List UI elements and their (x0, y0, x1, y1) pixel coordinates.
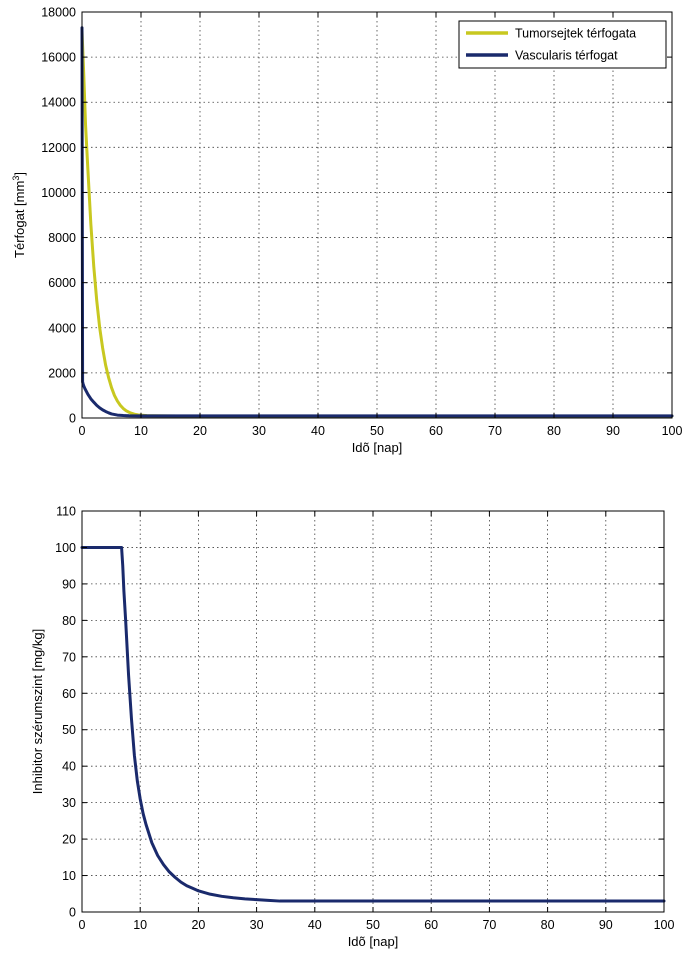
volume-x-tick-label: 100 (662, 424, 683, 438)
legend-label-tumor: Tumorsejtek térfogata (515, 27, 636, 41)
volume-y-tick-label: 12000 (41, 141, 76, 155)
volume-series-line-1 (80, 26, 674, 418)
inhibitor-y-tick-label: 70 (62, 650, 76, 664)
volume-x-tick-label: 70 (488, 424, 502, 438)
inhibitor-x-tick-label: 60 (424, 918, 438, 932)
volume-series (80, 26, 674, 418)
inhibitor-x-tick-label: 10 (133, 918, 147, 932)
volume-x-tick-label: 80 (547, 424, 561, 438)
volume-y-axis-label: Térfogat [mm3] (11, 172, 27, 258)
inhibitor-chart: 0 10 20 30 40 50 60 70 80 90 100 0 10 20 30 40 50 60 70 80 9… (30, 505, 674, 950)
inhibitor-x-tick-label: 20 (191, 918, 205, 932)
volume-y-tick-label: 6000 (48, 276, 76, 290)
volume-chart: 0 10 20 30 40 50 60 70 80 90 100 0 2000 4000 6000 8000 1… (11, 6, 682, 456)
inhibitor-y-tick-label: 90 (62, 577, 76, 591)
inhibitor-y-tick-label: 0 (69, 906, 76, 920)
inhibitor-y-tick-label: 50 (62, 723, 76, 737)
volume-y-tick-label: 18000 (41, 6, 76, 20)
volume-x-tick-label: 90 (606, 424, 620, 438)
volume-y-axis-label-sup: 3 (11, 176, 21, 181)
inhibitor-x-tick-label: 30 (250, 918, 264, 932)
volume-y-tick-label: 2000 (48, 366, 76, 380)
volume-y-tick-label: 4000 (48, 321, 76, 335)
volume-x-tick-label: 50 (370, 424, 384, 438)
volume-x-axis-label: Idõ [nap] (352, 440, 403, 455)
volume-y-tick-label: 0 (69, 412, 76, 426)
inhibitor-x-tick-label: 70 (482, 918, 496, 932)
inhibitor-grid (82, 511, 664, 912)
volume-x-tick-label: 30 (252, 424, 266, 438)
volume-series-line-0 (80, 28, 674, 418)
inhibitor-y-tick-label: 30 (62, 796, 76, 810)
volume-ticks: 0 10 20 30 40 50 60 70 80 90 100 0 2000 4000 6000 8000 1… (41, 6, 682, 439)
legend-box (458, 20, 667, 69)
inhibitor-y-tick-label: 10 (62, 869, 76, 883)
inhibitor-y-tick-label: 80 (62, 614, 76, 628)
inhibitor-y-axis-label: Inhibitor szérumszint [mg/kg] (30, 629, 45, 794)
volume-y-tick-label: 8000 (48, 231, 76, 245)
volume-y-tick-label: 16000 (41, 51, 76, 65)
volume-y-axis-label-main: Térfogat [mm (12, 181, 27, 258)
volume-x-tick-label: 20 (193, 424, 207, 438)
inhibitor-series (80, 545, 666, 903)
inhibitor-ticks: 0 10 20 30 40 50 60 70 80 90 100 0 10 20 30 40 50 60 70 80 9… (55, 505, 674, 933)
inhibitor-x-tick-label: 0 (79, 918, 86, 932)
inhibitor-x-tick-label: 90 (599, 918, 613, 932)
inhibitor-y-tick-label: 110 (56, 505, 76, 519)
inhibitor-y-tick-label: 20 (62, 833, 76, 847)
inhibitor-y-tick-label: 100 (55, 541, 76, 555)
inhibitor-x-tick-label: 40 (308, 918, 322, 932)
volume-y-axis-label-tail: ] (12, 172, 27, 176)
volume-x-tick-label: 0 (79, 424, 86, 438)
inhibitor-x-axis-label: Idõ [nap] (348, 934, 399, 949)
inhibitor-series-line-0 (80, 545, 666, 903)
volume-y-tick-label: 14000 (41, 96, 76, 110)
inhibitor-x-tick-label: 100 (654, 918, 675, 932)
volume-x-tick-label: 40 (311, 424, 325, 438)
inhibitor-plot-frame (81, 510, 665, 913)
volume-x-tick-label: 60 (429, 424, 443, 438)
inhibitor-y-tick-label: 40 (62, 760, 76, 774)
inhibitor-y-tick-label: 60 (62, 687, 76, 701)
inhibitor-x-tick-label: 80 (541, 918, 555, 932)
volume-legend: Tumorsejtek térfogata Vascularis térfoga… (458, 20, 667, 69)
volume-x-tick-label: 10 (134, 424, 148, 438)
inhibitor-x-tick-label: 50 (366, 918, 380, 932)
volume-y-tick-label: 10000 (41, 186, 76, 200)
legend-label-vascular: Vascularis térfogat (515, 49, 618, 63)
volume-grid (82, 12, 672, 418)
